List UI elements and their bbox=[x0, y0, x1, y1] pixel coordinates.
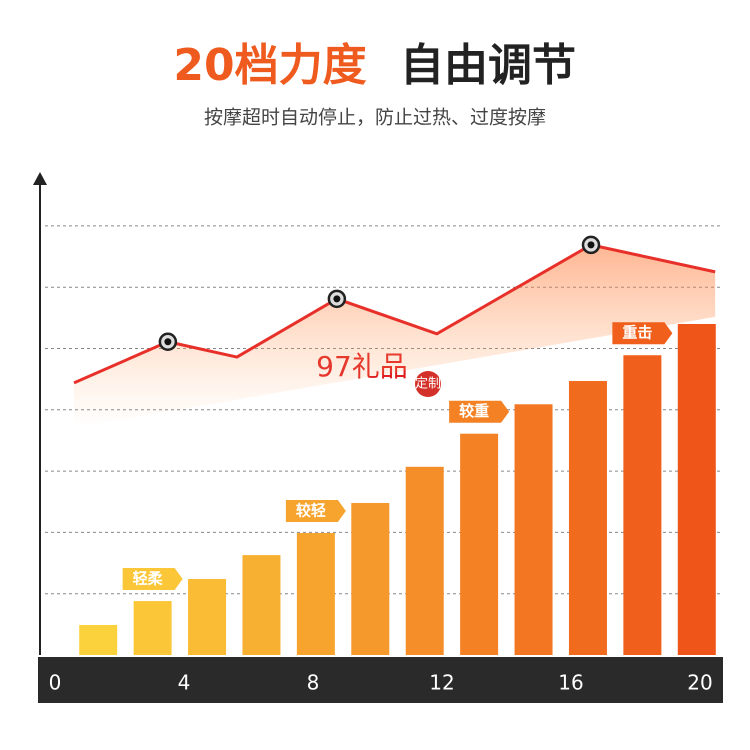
bar bbox=[242, 555, 281, 655]
stamp: 定制 bbox=[415, 377, 441, 392]
x-tick-label: 8 bbox=[307, 671, 320, 695]
x-tick-label: 16 bbox=[558, 671, 583, 695]
subtitle: 按摩超时自动停止，防止过热、过度按摩 bbox=[204, 107, 546, 129]
x-axis-band bbox=[38, 657, 723, 703]
bar bbox=[296, 533, 335, 655]
y-axis-arrow bbox=[33, 172, 47, 185]
annotation: 重击 bbox=[622, 324, 652, 342]
annotation-tag bbox=[285, 500, 346, 523]
annotation: 轻柔 bbox=[133, 570, 164, 588]
bar bbox=[568, 380, 607, 655]
x-tick-label: 0 bbox=[49, 671, 62, 695]
annotation-tag bbox=[449, 400, 510, 423]
bar bbox=[405, 466, 444, 655]
bar bbox=[188, 578, 227, 655]
bar bbox=[133, 601, 172, 655]
bar bbox=[351, 502, 390, 655]
x-tick-label: 4 bbox=[178, 671, 191, 695]
title-highlight: 20档力度 bbox=[173, 40, 366, 91]
bar bbox=[514, 404, 553, 655]
trend-glow bbox=[74, 244, 716, 428]
bar bbox=[677, 323, 716, 655]
bar bbox=[79, 624, 118, 655]
trend-point-dot bbox=[333, 295, 341, 303]
chart-title: 自由调节 bbox=[400, 40, 576, 91]
x-tick-label: 20 bbox=[687, 671, 712, 695]
x-tick-label: 12 bbox=[429, 671, 454, 695]
bar bbox=[460, 433, 499, 655]
trend-point-dot bbox=[164, 338, 172, 346]
annotation: 较轻 bbox=[296, 502, 326, 520]
trend-point-dot bbox=[587, 241, 595, 249]
bar bbox=[623, 355, 662, 655]
annotation: 较重 bbox=[459, 402, 489, 420]
stamp-bg bbox=[415, 371, 441, 397]
annotation-tag bbox=[612, 322, 673, 345]
annotation-tag bbox=[122, 568, 183, 591]
